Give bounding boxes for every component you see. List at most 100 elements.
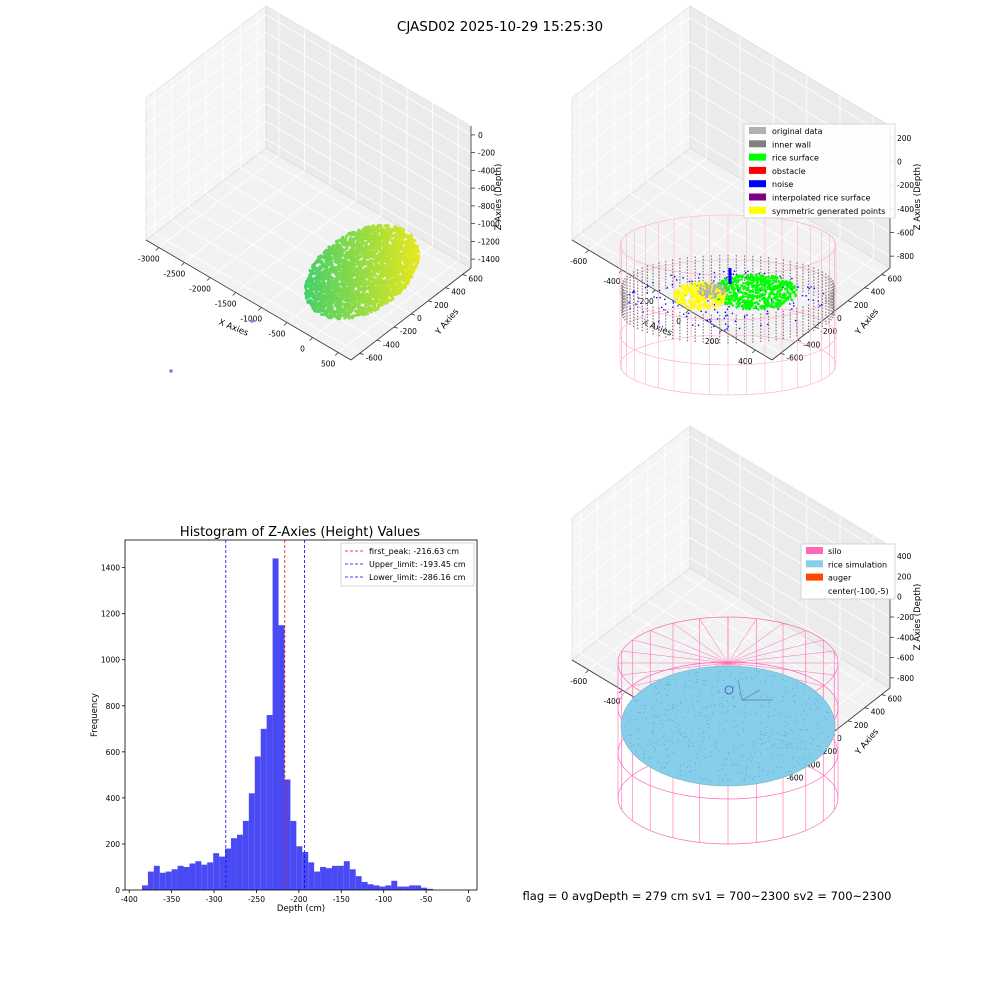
rice-surface-point [757, 277, 761, 280]
noise-point [724, 315, 727, 317]
rice-mesh-point [814, 715, 816, 717]
rice-mesh-point [744, 676, 746, 678]
data-point [405, 242, 409, 246]
data-point [365, 256, 369, 260]
rice-surface-point [763, 285, 766, 288]
original-point [704, 282, 707, 285]
data-point [371, 264, 375, 268]
data-point [308, 293, 313, 297]
data-point [356, 243, 360, 248]
data-point [350, 267, 354, 271]
rice-mesh-point [759, 737, 761, 739]
symmetric-point [691, 290, 694, 293]
rice-mesh-point [815, 748, 817, 750]
rice-mesh-point [800, 714, 802, 716]
z-tick-label: -1000 [478, 220, 500, 229]
rice-mesh-point [701, 680, 703, 682]
y-tick-label: 200 [106, 840, 121, 849]
data-point [307, 280, 311, 284]
rice-surface-point [741, 294, 745, 298]
noise-point [628, 301, 630, 304]
data-point [358, 265, 363, 269]
y-tick [462, 274, 467, 276]
rice-mesh-point [794, 756, 796, 758]
rice-surface-point [767, 302, 770, 306]
rice-surface-point [733, 295, 736, 298]
grid-line [145, 121, 267, 214]
data-point [313, 296, 317, 300]
data-point [368, 254, 372, 258]
original-point [717, 291, 720, 294]
rice-mesh-point [689, 680, 691, 682]
rice-mesh-point [743, 744, 745, 746]
rice-mesh-point [637, 699, 639, 701]
rice-mesh-point [667, 754, 669, 756]
noise-point [737, 289, 739, 292]
x-tick [283, 322, 288, 326]
noise-point [817, 300, 820, 302]
rice-mesh-point [787, 744, 789, 746]
grid-line [571, 64, 691, 158]
rice-mesh-point [630, 717, 632, 719]
data-point [341, 259, 346, 263]
rice-mesh-point [640, 746, 642, 748]
data-point [394, 273, 398, 277]
rice-mesh-point [655, 693, 657, 695]
data-point [377, 277, 381, 281]
data-point [332, 282, 337, 286]
rice-mesh-point [777, 747, 779, 749]
data-point [407, 271, 411, 275]
symmetric-point [724, 292, 727, 295]
rice-surface-point [778, 293, 781, 296]
noise-point [820, 303, 823, 306]
noise-point [792, 305, 795, 307]
data-point [398, 275, 402, 279]
data-point [383, 281, 387, 285]
noise-point [722, 270, 725, 273]
data-point [304, 283, 308, 287]
rice-mesh-point [718, 749, 720, 751]
data-point [348, 298, 353, 302]
rice-surface-point [725, 297, 728, 301]
data-point [345, 299, 349, 303]
rice-mesh-point [723, 680, 725, 682]
data-point [359, 286, 363, 290]
rice-mesh-point [781, 748, 783, 750]
rice-mesh-point [732, 765, 734, 767]
rice-mesh-point [819, 746, 821, 748]
data-point [377, 303, 382, 307]
rice-mesh-point [757, 766, 759, 768]
rice-mesh-point [680, 733, 682, 735]
data-point [373, 246, 377, 250]
data-point [387, 264, 391, 268]
data-point [382, 234, 386, 238]
rice-surface-point [738, 278, 741, 282]
rice-mesh-point [663, 713, 665, 715]
data-point [322, 294, 326, 298]
data-point [400, 255, 404, 259]
rice-surface-point [756, 288, 760, 292]
histogram-bar [397, 886, 404, 890]
rice-mesh-point [761, 721, 763, 723]
rice-mesh-point [698, 692, 700, 694]
symmetric-point [695, 287, 698, 291]
rice-mesh-point [768, 736, 770, 738]
data-point [346, 308, 351, 312]
data-point [342, 269, 346, 273]
data-point [370, 289, 374, 293]
data-point [360, 297, 365, 301]
rice-mesh-point [663, 767, 665, 769]
rice-mesh-point [722, 697, 724, 699]
x-axis-line [145, 239, 352, 361]
rice-mesh-point [626, 715, 628, 717]
symmetric-point [697, 298, 700, 301]
noise-point [812, 299, 815, 301]
rice-mesh-point [729, 673, 731, 675]
histogram-bar [391, 880, 398, 890]
rice-mesh-point [654, 716, 656, 718]
rice-mesh-point [757, 762, 759, 764]
symmetric-point [696, 301, 699, 304]
symmetric-point [676, 301, 680, 305]
data-point [321, 309, 325, 313]
data-point [324, 312, 329, 316]
